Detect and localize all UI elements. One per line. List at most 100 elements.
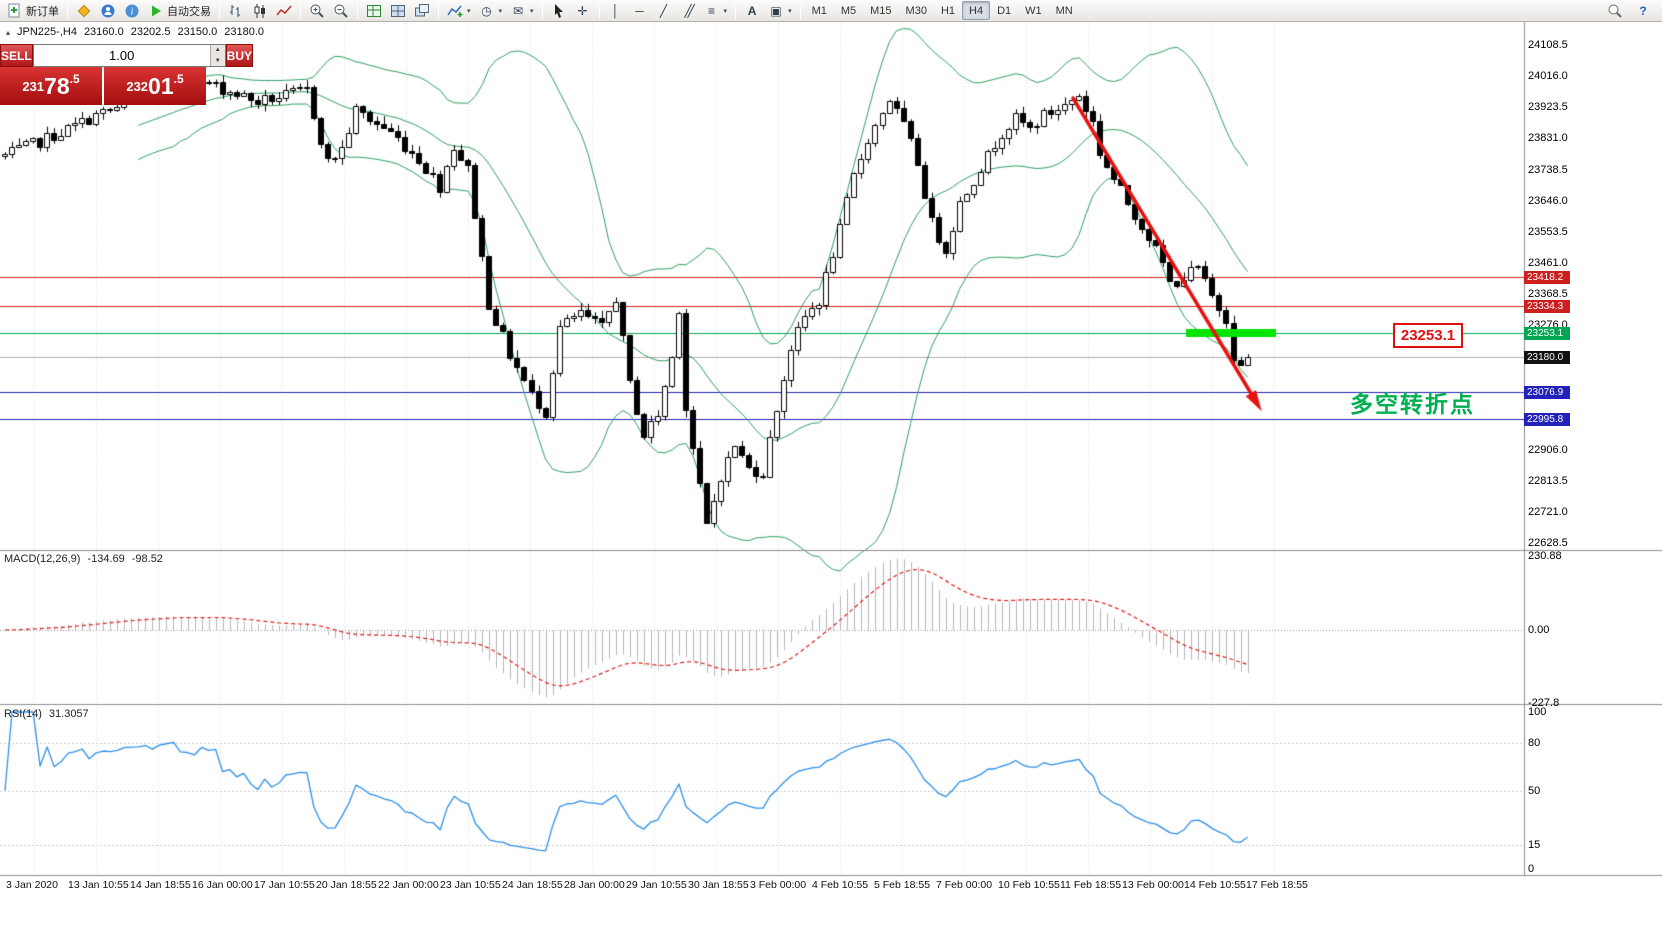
rsi-title: RSI(14) [4, 708, 42, 720]
bar-chart-button[interactable] [224, 1, 248, 20]
new-chart-button[interactable] [362, 1, 386, 20]
timeframe-w1[interactable]: W1 [1025, 4, 1042, 17]
timeframe-d1[interactable]: D1 [997, 4, 1012, 17]
cursor-button[interactable] [547, 1, 571, 20]
buy-price-sup: .5 [173, 72, 184, 86]
toolbar-separator [219, 2, 220, 19]
trendline-button[interactable]: ╱ [652, 1, 676, 20]
buy-price-small: 232 [126, 78, 149, 94]
toolbar-separator [438, 2, 439, 19]
tile-windows-button[interactable] [386, 1, 410, 20]
one-click-trading-panel: SELL ▲ ▼ BUY 231 78 .5 232 01 .5 [0, 44, 254, 105]
ohlc-high: 23202.5 [130, 26, 171, 38]
help-button[interactable]: ? [1631, 1, 1655, 20]
svg-text:i: i [131, 6, 134, 17]
line-chart-button[interactable] [272, 1, 296, 20]
info-icon: i [125, 4, 139, 17]
price-annotation-box[interactable]: 23253.1 [1393, 323, 1463, 348]
toolbar-separator [67, 2, 68, 19]
autotrading-label: 自动交易 [167, 5, 211, 18]
shapes-button[interactable]: ▣ ▾ [764, 1, 796, 20]
timeframe-m15[interactable]: M15 [870, 4, 892, 17]
buy-button[interactable]: BUY [225, 44, 254, 67]
dropdown-caret-icon[interactable]: ▾ [788, 7, 792, 15]
zoom-in-button[interactable] [305, 1, 329, 20]
help-icon: ? [1639, 3, 1647, 18]
candlestick-chart-button[interactable] [248, 1, 272, 20]
buy-price[interactable]: 232 01 .5 [104, 67, 206, 105]
fibonacci-icon: ≡ [708, 3, 716, 18]
zoom-in-icon [310, 4, 324, 18]
autotrade-play-icon [152, 5, 161, 16]
fibonacci-button[interactable]: ≡ ▾ [700, 1, 732, 20]
toolbar-separator [598, 2, 600, 19]
zoom-out-button[interactable] [329, 1, 353, 20]
rsi-value: 31.3057 [48, 708, 89, 720]
new-order-button[interactable]: 新订单 [3, 1, 63, 20]
macd-value-main: -134.69 [87, 553, 125, 565]
horizontal-line-button[interactable]: ─ [628, 1, 652, 20]
community-button[interactable] [96, 1, 120, 20]
horizontal-line-icon: ─ [635, 3, 644, 18]
cascade-windows-button[interactable] [410, 1, 434, 20]
timeframe-m5[interactable]: M5 [840, 4, 857, 17]
timeframe-m30[interactable]: M30 [905, 4, 927, 17]
symbol-marker-icon: ▴ [6, 27, 11, 37]
periods-button[interactable]: ◷ ▾ [475, 1, 507, 20]
text-tool-icon: A [747, 3, 757, 18]
channel-icon: ╱╱ [684, 3, 694, 18]
macd-label: MACD(12,26,9) -134.69 -98.52 [4, 553, 163, 565]
sell-price-big: 78 [44, 72, 70, 99]
symbol-info: ▴ JPN225-,H4 23160.0 23202.5 23150.0 231… [6, 26, 264, 38]
new-order-icon [8, 3, 20, 17]
search-icon [1608, 4, 1622, 18]
info-button[interactable]: i [120, 1, 144, 20]
channel-button[interactable]: ╱╱ [676, 1, 700, 20]
macd-title: MACD(12,26,9) [4, 553, 81, 565]
sell-price[interactable]: 231 78 .5 [0, 67, 102, 105]
sell-price-small: 231 [22, 78, 45, 94]
timeframe-h4[interactable]: H4 [962, 1, 991, 20]
timeframe-h1[interactable]: H1 [940, 4, 956, 17]
new-chart-grid-icon [367, 4, 381, 17]
search-button[interactable] [1603, 1, 1627, 20]
volume-spin-down-icon[interactable]: ▼ [214, 57, 221, 64]
crosshair-button[interactable]: ✛ [571, 1, 595, 20]
toolbar-separator [357, 2, 358, 19]
indicators-button[interactable]: ▾ [443, 1, 475, 20]
vertical-line-icon: │ [611, 3, 620, 18]
templates-button[interactable]: ✉ ▾ [506, 1, 538, 20]
trendline-icon: ╱ [659, 3, 668, 18]
dropdown-caret-icon[interactable]: ▾ [498, 7, 503, 15]
timeframe-mn[interactable]: MN [1055, 4, 1073, 17]
candlestick-chart-icon [254, 3, 265, 18]
toolbar: 新订单 i 自动交易 ▾ ◷ ▾ [0, 0, 1662, 22]
dropdown-caret-icon[interactable]: ▾ [530, 7, 534, 15]
ohlc-open: 23160.0 [83, 26, 124, 38]
toolbar-separator [799, 2, 801, 19]
turning-point-note[interactable]: 多空转折点 [1350, 391, 1475, 417]
dropdown-caret-icon[interactable]: ▾ [467, 7, 471, 15]
dropdown-caret-icon[interactable]: ▾ [723, 7, 728, 15]
vertical-line-button[interactable]: │ [604, 1, 628, 20]
buy-price-big: 01 [148, 72, 174, 99]
new-order-label: 新订单 [26, 5, 59, 18]
volume-spin-up-icon[interactable]: ▲ [214, 47, 221, 53]
cascade-windows-icon [415, 3, 429, 16]
macd-value-signal: -98.52 [131, 553, 163, 565]
volume-spinner: ▲ ▼ [209, 45, 225, 66]
toolbar-separator [541, 2, 543, 19]
metaeditor-button[interactable] [72, 1, 96, 20]
sell-button[interactable]: SELL [0, 44, 33, 67]
timeframe-m1[interactable]: M1 [811, 4, 827, 17]
line-chart-icon [276, 5, 292, 15]
autotrading-button[interactable]: 自动交易 [144, 1, 215, 20]
text-tool-button[interactable]: A [740, 1, 764, 20]
volume-input[interactable] [33, 45, 210, 66]
tile-windows-icon [391, 4, 405, 17]
timeframe-group: M1 M5 M15 M30 H1 H4 D1 W1 MN [805, 1, 1080, 20]
ohlc-low: 23150.0 [177, 26, 218, 38]
toolbar-separator [300, 2, 301, 19]
bar-chart-icon [230, 4, 240, 17]
